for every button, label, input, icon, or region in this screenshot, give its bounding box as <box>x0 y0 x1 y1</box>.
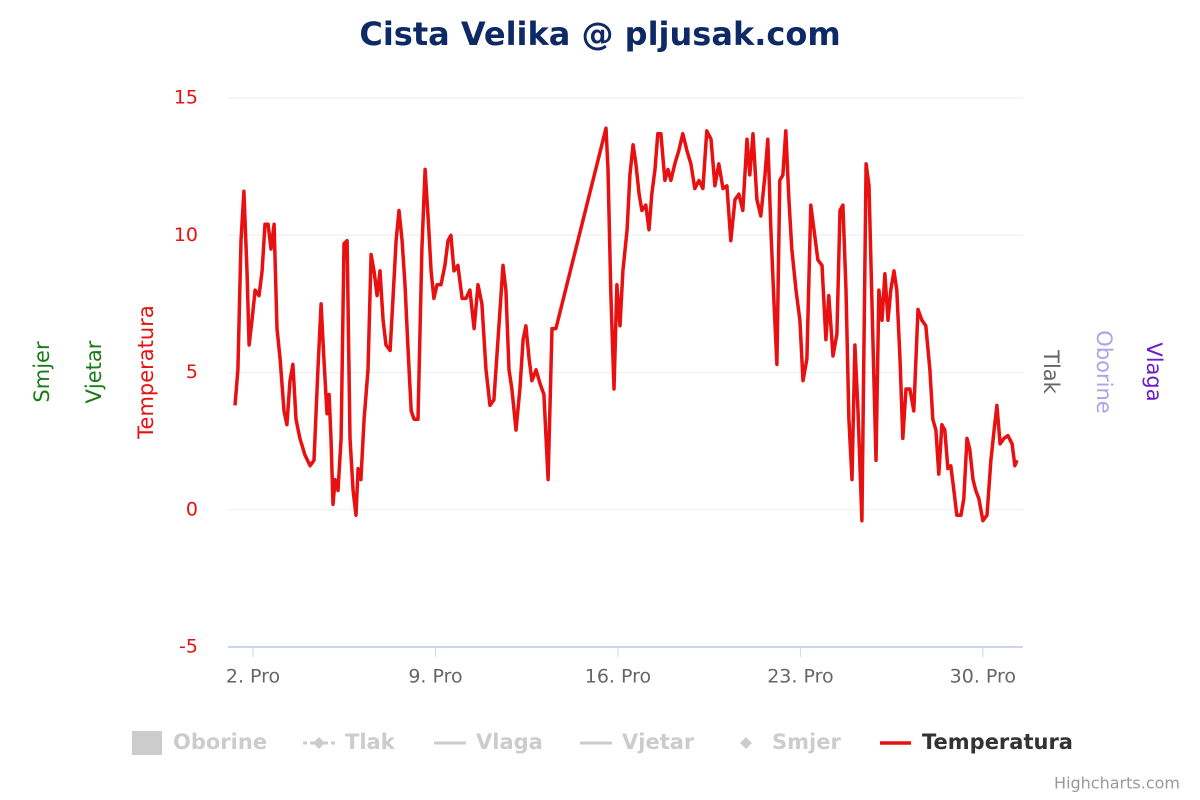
axis-title: Temperatura <box>134 305 158 439</box>
x-tick-label: 9. Pro <box>408 666 462 688</box>
axis-title: Oborine <box>1092 330 1116 413</box>
legend-item[interactable]: Smjer <box>772 730 841 754</box>
y-tick-label: 5 <box>186 361 198 383</box>
axis-title: Vjetar <box>82 340 106 403</box>
x-tick-label: 16. Pro <box>585 666 651 688</box>
axis-title: Vlaga <box>1142 342 1166 401</box>
axis-title: Tlak <box>1039 349 1063 395</box>
y-tick-label: 15 <box>174 87 198 109</box>
legend-symbol <box>132 731 162 755</box>
x-tick-label: 2. Pro <box>226 666 280 688</box>
credits[interactable]: Highcharts.com <box>1054 774 1180 793</box>
y-tick-label: 10 <box>174 224 198 246</box>
y-tick-label: 0 <box>186 498 198 520</box>
legend-item[interactable]: Oborine <box>173 730 267 754</box>
legend-item[interactable]: Temperatura <box>922 730 1073 754</box>
legend-symbol <box>313 737 325 749</box>
legend-item[interactable]: Tlak <box>345 730 396 754</box>
temperature-line <box>233 126 1019 523</box>
legend-item[interactable]: Vjetar <box>622 730 695 754</box>
chart-title: Cista Velika @ pljusak.com <box>359 15 840 53</box>
x-tick-label: 23. Pro <box>767 666 833 688</box>
y-tick-label: -5 <box>179 636 198 658</box>
legend-symbol <box>740 737 752 749</box>
legend-item[interactable]: Vlaga <box>476 730 543 754</box>
axis-title: Smjer <box>30 341 54 403</box>
x-tick-label: 30. Pro <box>950 666 1016 688</box>
